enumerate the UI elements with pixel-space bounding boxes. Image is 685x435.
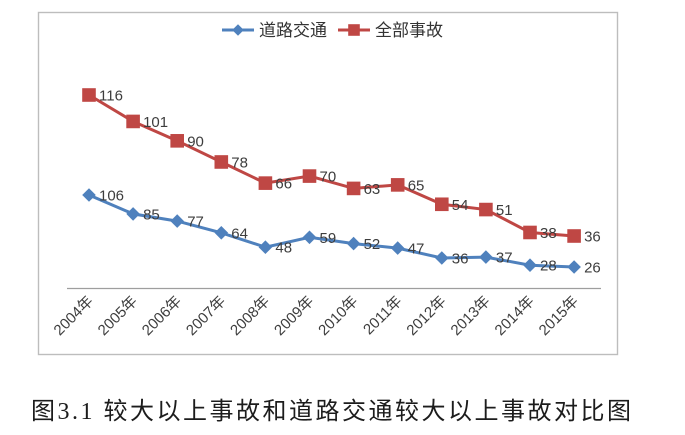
data-label: 65 [408,177,425,194]
data-label: 52 [364,236,381,253]
line-chart: 106 85 77 64 48 59 52 47 36 37 28 26 116 101 90 78 66 70 6… [37,11,619,356]
data-label: 36 [452,251,469,268]
square-marker [126,114,140,129]
square-marker [348,24,360,36]
data-label: 36 [584,229,601,246]
series-line [88,193,575,269]
figure-caption: 图3.1 较大以上事故和道路交通较大以上事故对比图 [31,399,634,425]
data-label: 85 [143,206,160,223]
diamond-marker [479,250,493,264]
diamond-marker [302,230,317,245]
series-line [88,93,575,238]
square-marker [567,229,581,243]
data-label: 77 [187,214,204,231]
chart-border [37,11,619,356]
data-label: 28 [540,258,557,275]
diamond-marker [126,207,140,221]
data-label: 116 [99,88,123,105]
diamond-marker [258,240,273,254]
diamond-marker [523,258,537,272]
data-label: 64 [231,225,248,242]
series-all-accidents: 116 101 90 78 66 70 63 65 54 51 38 36 [82,88,601,246]
legend-item-road-traffic: 道路交通 [222,21,327,40]
square-marker [435,197,449,212]
diamond-marker [567,260,581,274]
series-road-traffic: 106 85 77 64 48 59 52 47 36 37 28 26 [82,188,601,277]
square-marker [214,155,229,169]
square-marker [346,181,361,196]
legend-label: 道路交通 [259,21,327,40]
data-label: 51 [496,202,513,219]
diamond-marker [232,24,244,36]
square-marker [479,202,493,217]
diamond-marker [390,241,405,255]
data-label: 106 [99,188,124,205]
diamond-marker [435,251,449,265]
diamond-marker [346,236,361,251]
legend-label: 全部事故 [375,21,443,40]
data-label: 70 [320,169,337,186]
data-label: 63 [364,181,381,198]
data-label: 26 [584,260,601,277]
diamond-marker [82,188,96,202]
data-label: 48 [275,240,292,257]
square-marker [170,134,184,148]
data-label: 66 [275,176,292,193]
data-label: 38 [540,225,557,242]
diamond-marker [170,214,184,228]
square-marker [390,178,405,192]
data-label: 78 [231,154,248,171]
data-label: 54 [452,197,469,214]
square-marker [523,225,537,240]
data-label: 59 [320,230,337,247]
data-label: 37 [496,250,513,267]
data-label: 101 [143,114,168,131]
data-label: 47 [408,241,425,258]
square-marker [302,169,317,183]
data-label: 90 [187,133,204,150]
square-marker [258,176,273,190]
square-marker [82,88,96,102]
diamond-marker [214,226,229,240]
legend-item-all-accidents: 全部事故 [338,21,443,40]
